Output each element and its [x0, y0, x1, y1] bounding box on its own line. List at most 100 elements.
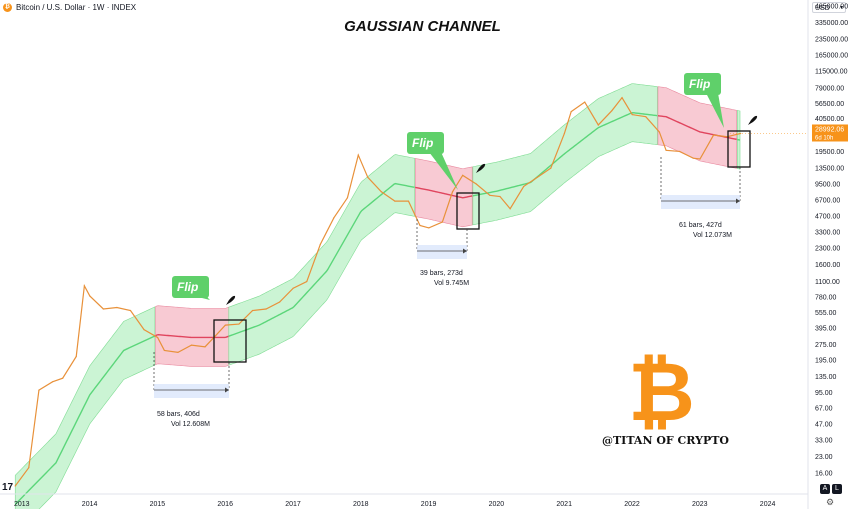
- price-tick-label: 135.00: [815, 374, 837, 381]
- flip-badge: [172, 276, 209, 298]
- measure-arrow-head: [736, 198, 740, 204]
- time-tick-label: 2019: [421, 501, 437, 508]
- channel-band-red: [414, 158, 473, 228]
- price-point: [292, 287, 294, 289]
- measure-vol-text: Vol 9.745M: [434, 280, 469, 287]
- price-point: [658, 131, 660, 133]
- rocket-icon: [226, 295, 236, 305]
- time-tick-label: 2021: [556, 501, 572, 508]
- countdown-value: 6d 10h: [815, 135, 833, 141]
- price-point: [143, 329, 145, 331]
- flip-label: Flip: [177, 280, 198, 294]
- highlight-box: [456, 192, 480, 230]
- price-point: [712, 134, 715, 136]
- measure-range: [417, 245, 467, 259]
- price-tick-label: 395.00: [815, 325, 837, 332]
- price-tick-label: 47.00: [815, 422, 833, 429]
- price-point: [75, 355, 77, 358]
- price-tick-label: 780.00: [815, 295, 837, 302]
- channel-mid-red: [155, 334, 230, 339]
- price-tick-label: 79000.00: [815, 86, 844, 93]
- price-point: [380, 191, 382, 193]
- channel-mid-green: [472, 111, 658, 197]
- price-tick-label: 6700.00: [815, 197, 840, 204]
- channel-band-green: [472, 83, 658, 226]
- price-tick-label: 13500.00: [815, 166, 844, 173]
- price-point: [204, 346, 206, 348]
- price-point: [238, 323, 240, 325]
- price-tick-label: 9500.00: [815, 181, 840, 188]
- price-tick-label: 16.00: [815, 471, 833, 478]
- price-tick-label: 56500.00: [815, 101, 844, 108]
- flip-badge: [684, 73, 721, 95]
- highlight-box: [727, 130, 751, 168]
- time-tick-label: 2015: [150, 501, 166, 508]
- gear-icon[interactable]: ⚙: [826, 497, 835, 507]
- time-tick-label: 2020: [489, 501, 505, 508]
- rocket-icon: [748, 115, 758, 125]
- watermark-text: @TITAN OF CRYPTO: [602, 434, 729, 447]
- price-tick-label: 95.00: [815, 390, 833, 397]
- currency-value: USD: [815, 5, 830, 12]
- price-point: [740, 132, 742, 135]
- time-tick-label: 2016: [217, 501, 233, 508]
- price-point: [190, 344, 193, 346]
- current-price-tag: [812, 124, 848, 142]
- price-point: [679, 150, 681, 153]
- price-point: [51, 381, 54, 383]
- flip-pointer: [706, 93, 724, 128]
- price-point: [475, 183, 477, 185]
- price-point: [129, 309, 132, 312]
- price-point: [499, 195, 501, 198]
- price-point: [306, 280, 308, 283]
- price-point: [407, 200, 410, 202]
- auto-scale-button[interactable]: A: [820, 484, 830, 494]
- price-point: [550, 167, 552, 169]
- tradingview-logo-icon: 17: [2, 482, 14, 493]
- measure-bars-text: 61 bars, 427d: [679, 222, 722, 229]
- bitcoin-logo-icon: ₿: [628, 345, 695, 440]
- price-tick-label: 3300.00: [815, 229, 840, 236]
- price-point: [214, 335, 216, 337]
- price-point: [665, 149, 667, 151]
- symbol-header[interactable]: ₿ Bitcoin / U.S. Dollar · 1W · INDEX: [0, 0, 136, 14]
- price-point: [28, 467, 30, 469]
- price-point: [419, 224, 421, 227]
- current-price-value: 28992.06: [815, 126, 844, 133]
- price-point: [563, 132, 566, 135]
- price-point: [441, 221, 443, 223]
- price-point: [279, 301, 281, 303]
- price-point: [163, 349, 165, 352]
- price-point: [102, 308, 104, 310]
- scale-buttons: A L: [820, 484, 842, 494]
- price-tick-label: 23.00: [815, 454, 833, 461]
- price-tick-label: 2300.00: [815, 246, 840, 253]
- measure-vol-text: Vol 12.073M: [693, 232, 732, 239]
- measure-range: [661, 195, 740, 209]
- price-point: [116, 306, 118, 309]
- price-tick-label: 1100.00: [815, 279, 840, 286]
- currency-selector[interactable]: USD ▾: [812, 2, 846, 13]
- price-point: [428, 227, 430, 229]
- price-tick-label: 235000.00: [815, 36, 848, 43]
- chevron-down-icon: ▾: [839, 5, 843, 11]
- price-point: [645, 116, 647, 118]
- price-point: [265, 308, 267, 310]
- price-point: [631, 114, 633, 116]
- symbol-text: Bitcoin / U.S. Dollar · 1W · INDEX: [16, 2, 137, 12]
- flip-badge: [407, 132, 444, 154]
- price-point: [14, 485, 16, 487]
- channel-mid-green: [14, 335, 156, 505]
- measure-vol-text: Vol 12.608M: [171, 421, 210, 428]
- price-point: [38, 389, 40, 391]
- price-point: [509, 208, 511, 210]
- price-tick-label: 115000.00: [815, 69, 848, 76]
- price-point: [224, 324, 226, 326]
- price-tick-label: 1600.00: [815, 262, 840, 269]
- log-scale-button[interactable]: L: [832, 484, 842, 494]
- channel-mid-red: [415, 186, 473, 199]
- price-point: [523, 185, 525, 188]
- price-point: [62, 377, 64, 379]
- channel-band-green: [14, 306, 156, 509]
